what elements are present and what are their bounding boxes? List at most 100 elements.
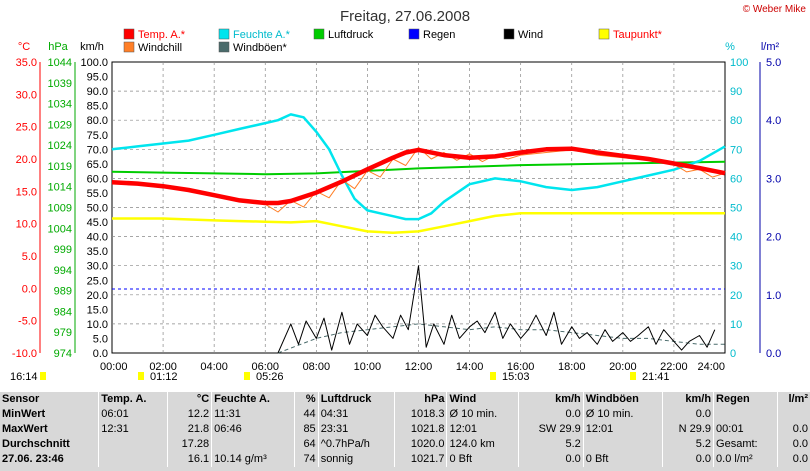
sun-icon [490,372,496,380]
pressure-tick-label: 1039 [48,78,72,90]
pressure-tick-label: 1034 [48,99,72,111]
stats-cell: 17.28 [166,437,212,452]
stats-cell: 06:01 [98,407,168,422]
time-tick-label: 22:00 [660,361,688,373]
legend-label: Wind [518,29,543,41]
wind-tick-label: 55.0 [87,188,108,200]
legend-swatch [598,28,610,40]
time-tick-label: 18:00 [558,361,586,373]
stats-cell: 85 [294,422,319,437]
stats-cell: 11:31 [211,407,295,422]
temp-tick-label: 0.0 [22,283,37,295]
sun-icon [244,372,250,380]
stats-cell: 00:01 [713,422,778,437]
time-tick-label: 12:00 [405,361,433,373]
stats-header-cell: l/m² [776,392,810,407]
stats-table: Sensor Temp. A. °C Feuchte A.% Luftdruck hPa W… [0,392,810,471]
stats-cell: 0.0 [776,422,810,437]
pressure-tick-label: 1044 [48,57,72,69]
stats-cell: 16.1 [166,452,212,467]
rain-tick-label: 4.0 [766,115,781,127]
legend-label: Windböen* [233,42,288,54]
legend-label: Luftdruck [328,29,374,41]
humidity-tick-label: 100 [730,57,748,69]
stats-header-cell: km/h [518,392,584,407]
stats-header-cell: hPa [393,392,447,407]
humidity-tick-label: 20 [730,290,742,302]
legend-swatch [218,28,230,40]
wind-tick-label: 100.0 [80,57,108,69]
series-line [277,265,716,354]
weather-chart: Freitag, 27.06.2008 © Weber Mike Temp. A… [10,4,807,383]
sun-markers: 16:14 01:12 05:26 15:03 21:41 [10,371,670,383]
stats-cell: 06:46 [211,422,295,437]
humidity-tick-label: 60 [730,173,742,185]
humidity-axis-unit: % [725,41,735,53]
wind-tick-label: 70.0 [87,144,108,156]
wind-tick-label: 80.0 [87,115,108,127]
pressure-tick-label: 984 [54,306,72,318]
wind-tick-label: 0.0 [93,348,108,360]
pressure-tick-label: 1004 [48,223,72,235]
pressure-tick-label: 1024 [48,140,72,152]
pressure-tick-label: 974 [54,348,72,360]
wind-tick-label: 85.0 [87,101,108,113]
stats-header-cell: Wind [446,392,519,407]
humidity-tick-label: 50 [730,203,742,215]
stats-cell: 12.2 [166,407,212,422]
stats-header-cell: Temp. A. [98,392,168,407]
stats-header-cell: Windböen [582,392,663,407]
stats-header-cell: Luftdruck [317,392,395,407]
stats-header-cell: % [294,392,319,407]
chart-legend: Temp. A.* Feuchte A.* Luftdruck Regen Wind Ta… [123,28,663,54]
stats-cell [582,437,663,452]
stats-cell [713,407,778,422]
temp-tick-label: 20.0 [16,154,37,166]
stats-cell: 0.0 [518,407,584,422]
stats-cell: 44 [294,407,319,422]
time-tick-label: 24:00 [697,361,725,373]
rain-tick-label: 0.0 [766,348,781,360]
sun-icon [40,372,46,380]
wind-tick-label: 15.0 [87,304,108,316]
stats-cell: 5.2 [518,437,584,452]
pressure-tick-label: 994 [54,265,72,277]
time-tick-label: 20:00 [609,361,637,373]
legend-label: Regen [423,29,455,41]
pressure-tick-label: 989 [54,286,72,298]
pressure-tick-label: 1029 [48,119,72,131]
pressure-axis-unit: hPa [48,41,68,53]
legend-label: Taupunkt* [613,29,663,41]
stats-cell [98,437,168,452]
humidity-tick-label: 0 [730,348,736,360]
legend-label: Temp. A.* [138,29,186,41]
wind-tick-label: 65.0 [87,159,108,171]
stats-cell: 124.0 km [446,437,519,452]
time-tick-label: 08:00 [303,361,331,373]
stats-cell: 0.0 [518,452,584,467]
pressure-tick-label: 979 [54,327,72,339]
temp-tick-label: 25.0 [16,122,37,134]
copyright-label: © Weber Mike [743,4,807,15]
wind-tick-label: 5.0 [93,333,108,345]
wind-tick-label: 35.0 [87,246,108,258]
temp-tick-label: -5.0 [18,316,37,328]
wind-tick-label: 50.0 [87,203,108,215]
legend-label: Windchill [138,42,182,54]
legend-label: Feuchte A.* [233,29,291,41]
legend-swatch [408,28,420,40]
stats-row-label: 27.06. 23:46 [2,453,64,465]
stats-cell: 1020.0 [393,437,447,452]
wind-tick-label: 25.0 [87,275,108,287]
stats-cell: sonnig [317,452,395,467]
stats-cell: 0.0 [661,452,714,467]
sun-time-label: 05:26 [256,371,284,383]
time-tick-label: 10:00 [354,361,382,373]
humidity-tick-label: 10 [730,319,742,331]
sun-time-label: 21:41 [642,371,670,383]
temp-tick-label: 5.0 [22,251,37,263]
temp-tick-label: 30.0 [16,89,37,101]
wind-tick-label: 10.0 [87,319,108,331]
temp-tick-label: -10.0 [12,348,37,360]
time-tick-label: 16:00 [507,361,535,373]
